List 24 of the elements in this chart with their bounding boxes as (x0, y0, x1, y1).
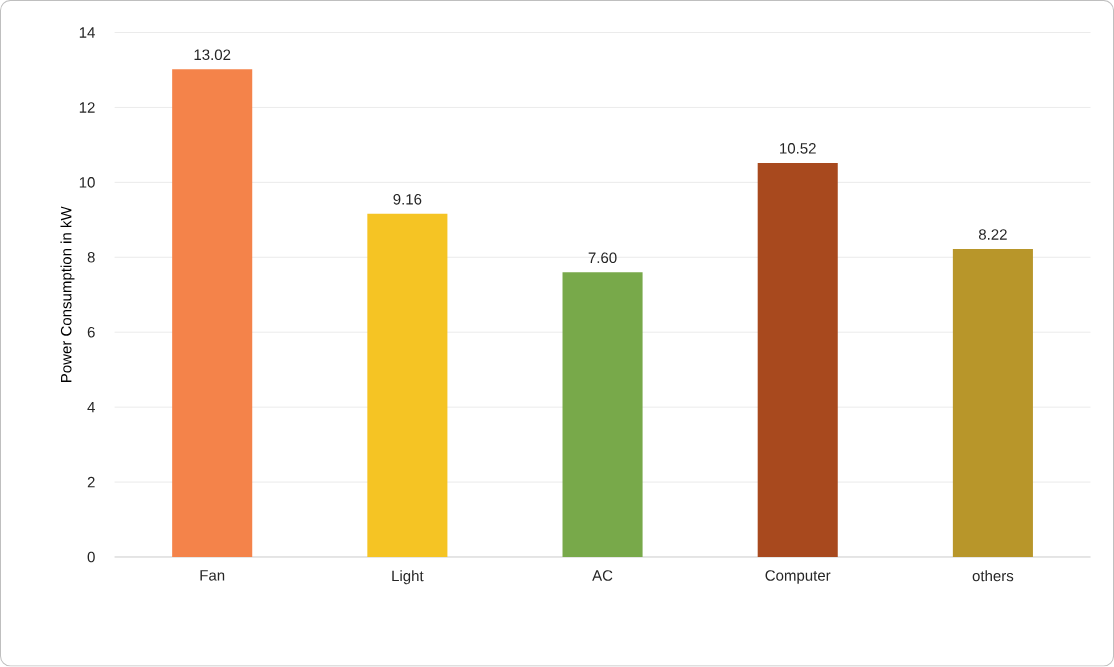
x-tick-label: Fan (200, 570, 225, 581)
y-tick-label: 4 (87, 402, 95, 413)
y-axis-title: Power Consumption in kW (60, 206, 75, 383)
y-tick-label: 8 (87, 252, 95, 263)
data-label: 9.16 (393, 194, 422, 205)
data-label: 7.60 (588, 252, 617, 264)
y-tick-label: 14 (79, 27, 95, 38)
bar (562, 272, 643, 558)
data-label: 8.22 (978, 229, 1007, 241)
bar (172, 69, 253, 558)
x-tick-label: AC (592, 570, 613, 582)
y-tick-label: 12 (79, 102, 95, 113)
bar (757, 163, 838, 558)
x-tick-label: Light (392, 570, 424, 585)
y-tick-label: 6 (87, 327, 95, 338)
y-tick-label: 0 (87, 551, 95, 563)
x-tick-label: others (972, 570, 1014, 582)
y-tick-label: 10 (79, 177, 95, 188)
data-label: 10.52 (780, 143, 816, 154)
y-tick-label: 2 (87, 477, 95, 488)
x-tick-label: Computer (765, 570, 831, 584)
data-label: 13.02 (194, 49, 231, 61)
bar (952, 249, 1033, 558)
bar (367, 214, 448, 558)
